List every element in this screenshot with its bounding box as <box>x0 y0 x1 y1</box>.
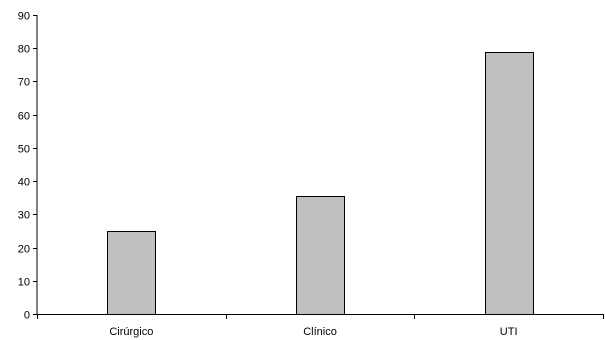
y-tick-label: 70 <box>18 77 30 89</box>
y-tick-label: 50 <box>18 144 30 156</box>
y-tick-label: 60 <box>18 111 30 123</box>
y-tick-label: 90 <box>18 11 30 23</box>
bar-3 <box>485 52 534 315</box>
bar-1 <box>107 231 156 315</box>
x-tick-label: Cirúrgico <box>109 326 153 338</box>
y-tick-label: 0 <box>24 310 30 322</box>
y-tick-label: 40 <box>18 177 30 189</box>
y-tick-label: 30 <box>18 210 30 222</box>
y-axis: 0 10 20 30 40 50 60 70 80 90 <box>18 11 38 322</box>
y-tick-label: 80 <box>18 44 30 56</box>
x-tick-label: Clínico <box>303 326 337 338</box>
y-tick-label: 20 <box>18 244 30 256</box>
x-axis: Cirúrgico Clínico UTI <box>37 314 604 338</box>
y-tick-label: 10 <box>18 277 30 289</box>
bar-2 <box>296 196 345 315</box>
bars <box>107 52 534 315</box>
x-tick-label: UTI <box>500 326 518 338</box>
